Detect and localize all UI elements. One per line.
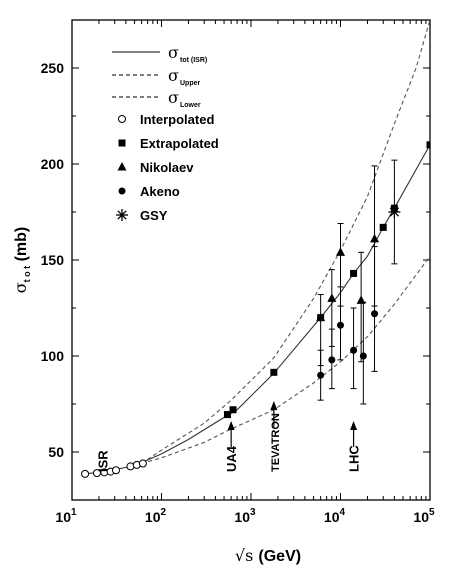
marker-nikolaev — [336, 247, 345, 256]
marker-interpolated — [138, 459, 147, 468]
legend-label-gsy: GSY — [140, 208, 168, 223]
legend-sigma: σ — [168, 66, 179, 85]
annotation-tevatron: TEVATRON — [270, 413, 282, 472]
marker-extrapolated — [426, 141, 430, 149]
x-tick-label: 102 — [145, 507, 167, 525]
marker-nikolaev — [356, 295, 366, 304]
asterisk-stroke — [389, 207, 400, 217]
marker-akeno — [359, 352, 367, 360]
x-tick-label: 101 — [55, 507, 77, 525]
y-tick-label: 200 — [41, 156, 65, 172]
marker-akeno — [328, 356, 336, 364]
marker-gsy — [116, 209, 128, 221]
marker-extrapolated — [379, 223, 387, 231]
x-tick-label: 103 — [234, 507, 256, 525]
marker-akeno — [350, 346, 358, 354]
x-axis-title: √s (GeV) — [235, 546, 301, 565]
marker-akeno — [317, 371, 325, 379]
legend-sigma: σ — [168, 88, 179, 107]
legend-subscript: Lower — [180, 102, 201, 109]
marker-interpolated — [111, 466, 120, 475]
plot-frame — [71, 19, 431, 501]
annotation-ua4: UA4 — [224, 445, 239, 472]
annotation-arrow-head — [350, 421, 358, 430]
y-tick-label: 250 — [41, 60, 65, 76]
legend-subscript: tot (ISR) — [180, 57, 207, 64]
plot-area — [81, 20, 430, 478]
legend-subscript: Upper — [180, 80, 201, 87]
marker-nikolaev — [370, 233, 380, 243]
marker-extrapolated — [350, 269, 358, 277]
annotation-arrow-head — [227, 421, 235, 430]
legend-label-akeno: Akeno — [140, 184, 180, 199]
marker-nikolaev — [117, 162, 127, 171]
x-tick-label: 105 — [413, 507, 435, 525]
legend-sigma: σ — [168, 43, 179, 62]
series-line-upper — [141, 20, 430, 464]
marker-extrapolated — [118, 139, 126, 147]
marker-nikolaev — [327, 293, 337, 302]
legend-label-extrapolated: Extrapolated — [140, 136, 219, 151]
asterisk-stroke — [117, 210, 127, 220]
series-line-tot--isr- — [85, 144, 430, 475]
series-line-lower — [141, 255, 430, 465]
y-tick-label: 100 — [41, 348, 65, 364]
legend-label-interpolated: Interpolated — [140, 112, 214, 127]
marker-interpolated — [118, 115, 126, 123]
y-axis-title: σt o t (mb) — [11, 227, 32, 294]
marker-interpolated — [126, 462, 135, 471]
marker-extrapolated — [270, 368, 278, 376]
marker-nikolaev — [316, 312, 326, 322]
annotation-isr: ISR — [96, 450, 111, 472]
annotation-lhc: LHC — [347, 445, 362, 472]
marker-interpolated — [92, 469, 101, 478]
marker-akeno — [337, 321, 344, 329]
marker-gsy — [388, 206, 401, 218]
legend-label-nikolaev: Nikolaev — [140, 160, 194, 175]
marker-akeno — [371, 310, 379, 318]
marker-interpolated — [81, 469, 90, 478]
x-tick-label: 104 — [324, 507, 346, 525]
marker-extrapolated — [229, 406, 237, 414]
y-tick-label: 150 — [41, 252, 65, 268]
y-tick-label: 50 — [48, 444, 64, 460]
annotation-arrow-head — [270, 401, 278, 410]
marker-extrapolated — [223, 411, 231, 419]
marker-akeno — [118, 187, 126, 195]
